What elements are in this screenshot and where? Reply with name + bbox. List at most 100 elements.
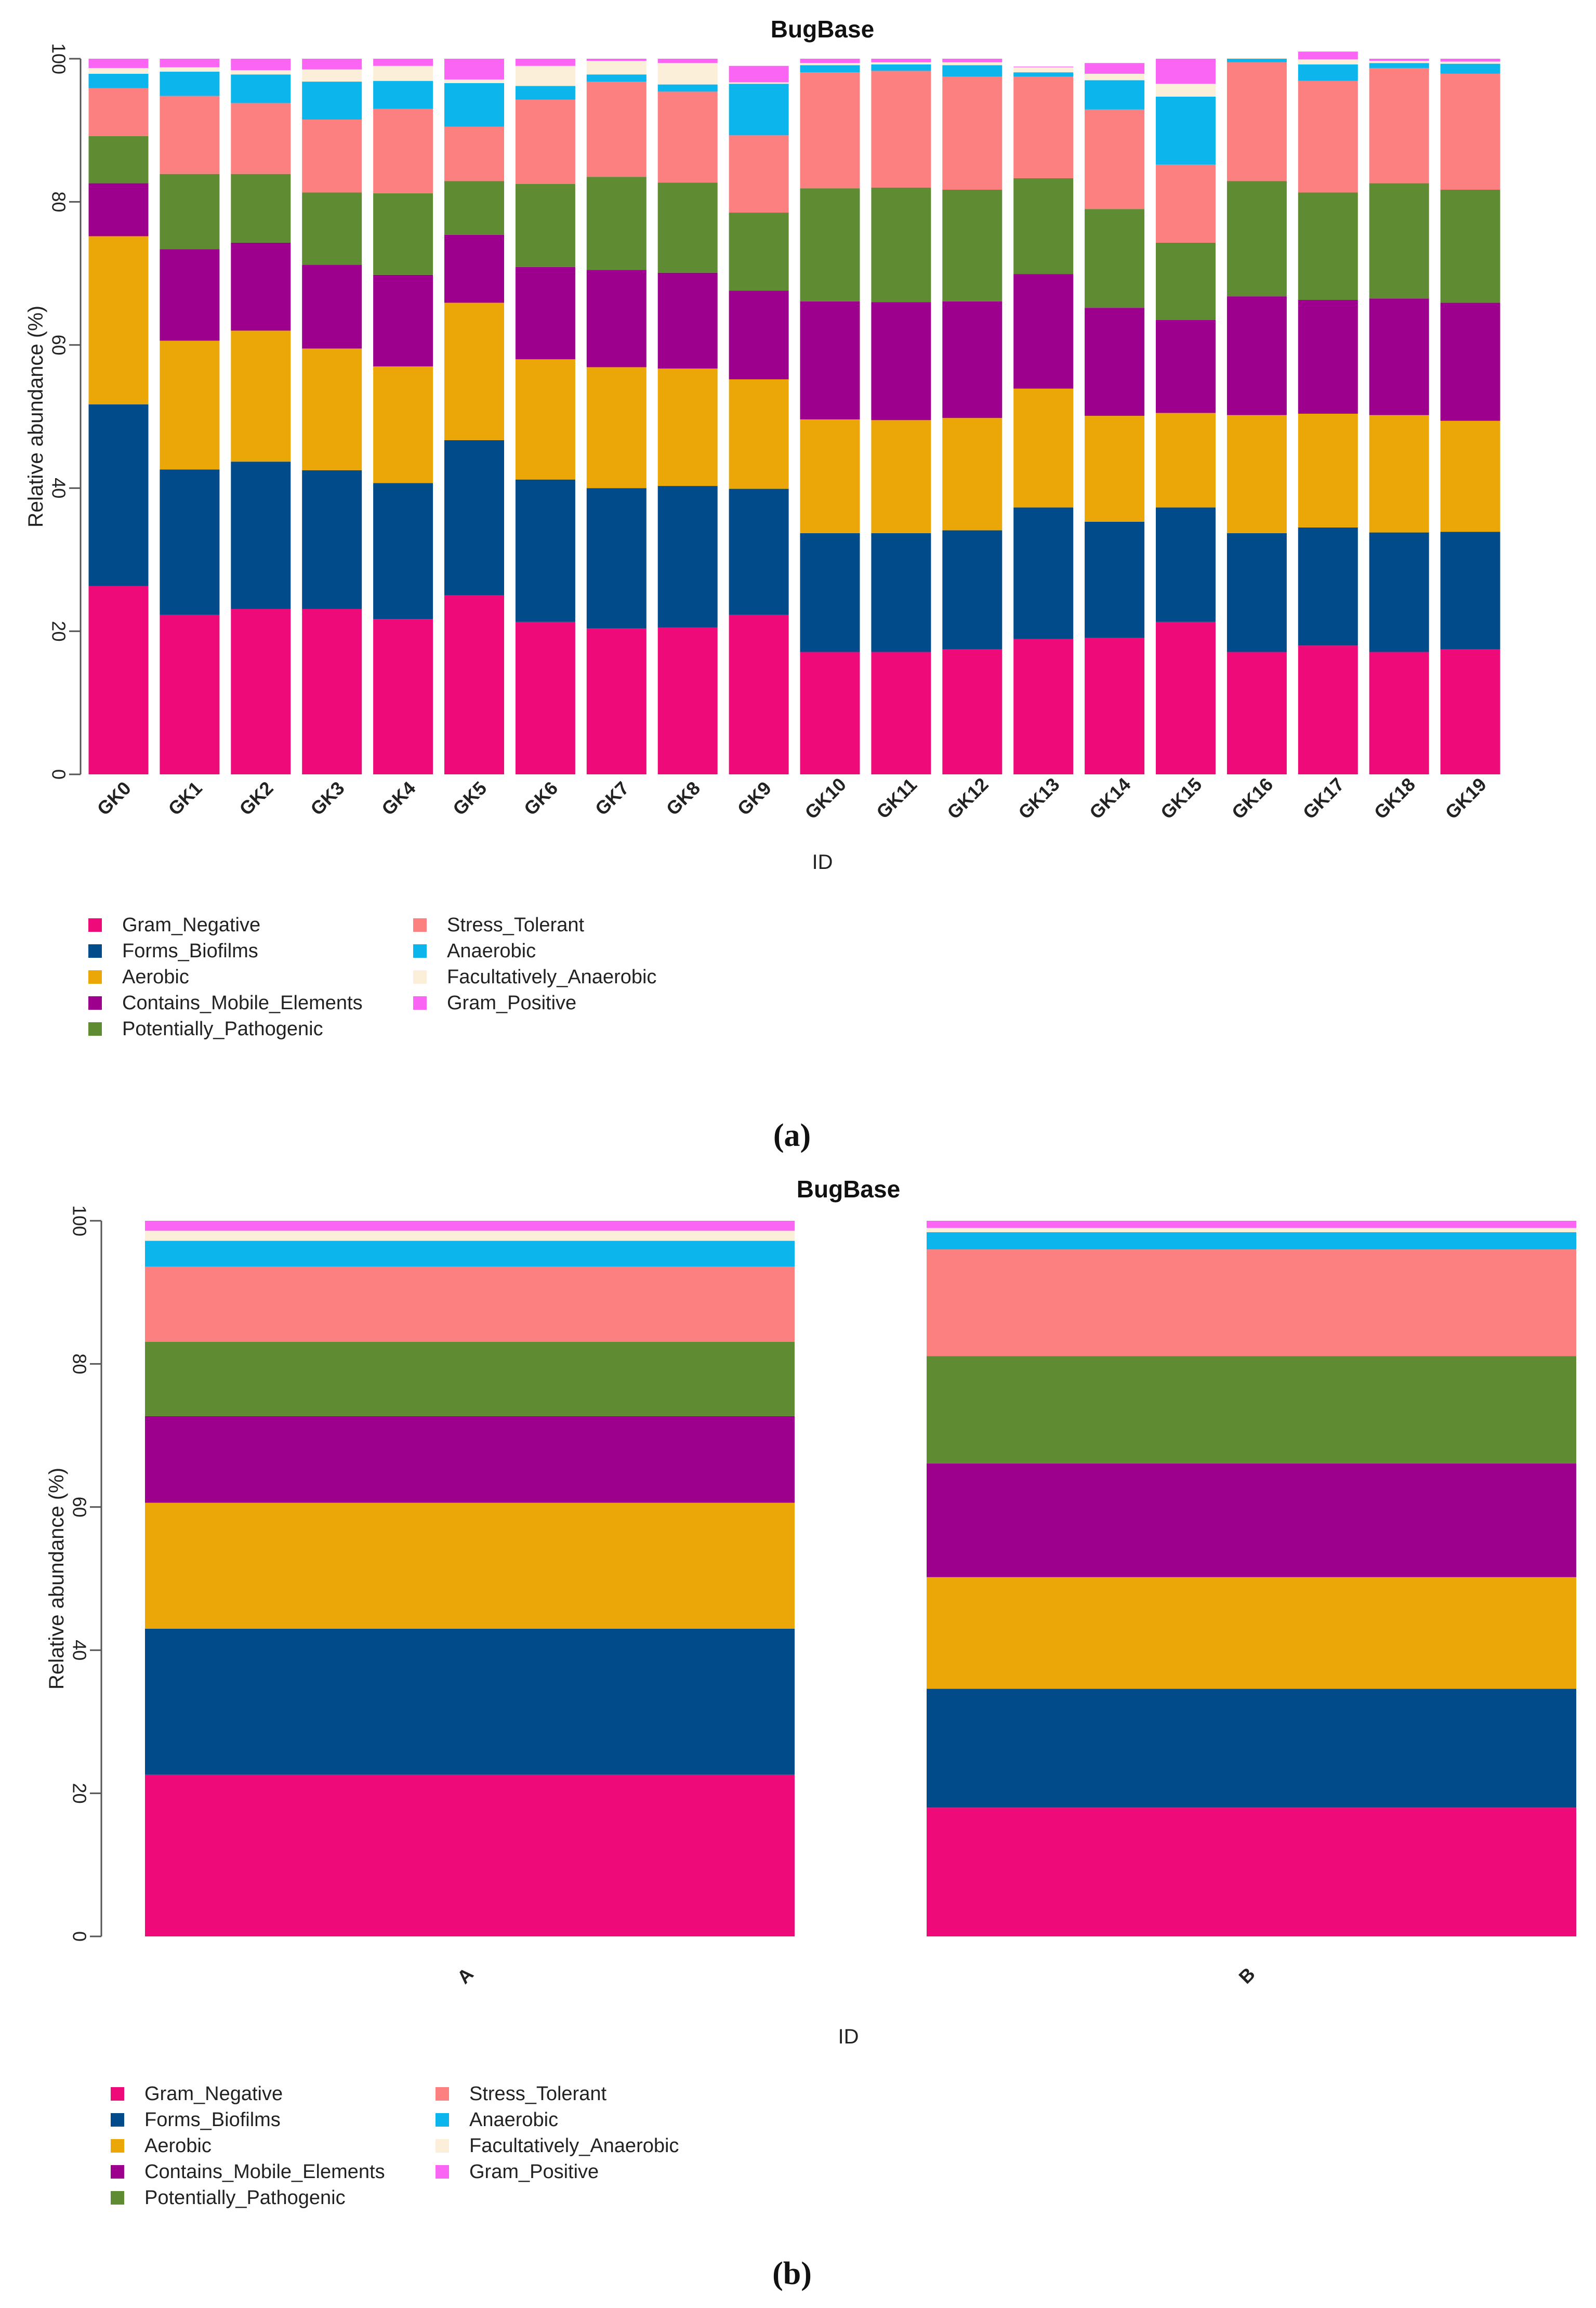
legend-swatch-Forms_Biofilms (111, 2113, 124, 2127)
bar-segment-A-Aerobic (145, 1502, 795, 1629)
y-tick-label: 100 (48, 43, 69, 74)
bar-segment-GK14-Stress_Tolerant (1085, 109, 1145, 209)
y-tick-label: 40 (69, 1640, 90, 1660)
bar-segment-GK5-Potentially_Pathogenic (444, 181, 504, 235)
bar-segment-GK2-Facultatively_Anaerobic (231, 70, 291, 75)
bar-segment-GK10-Gram_Negative (800, 652, 860, 774)
bar-segment-GK3-Anaerobic (302, 82, 362, 120)
bar-segment-B-Contains_Mobile_Elements (927, 1463, 1576, 1577)
bar-segment-GK1-Gram_Negative (160, 614, 220, 774)
y-tick-label: 60 (48, 335, 69, 355)
bar-segment-GK8-Stress_Tolerant (657, 91, 718, 183)
bar-segment-GK4-Anaerobic (373, 81, 433, 109)
bar-segment-GK2-Gram_Negative (231, 609, 291, 774)
legend-label: Potentially_Pathogenic (144, 2187, 346, 2209)
bar-segment-B-Gram_Negative (927, 1808, 1576, 1936)
bar-segment-GK6-Gram_Positive (515, 59, 575, 66)
bar-segment-GK5-Facultatively_Anaerobic (444, 79, 504, 83)
x-tick-label: GK15 (1156, 773, 1206, 823)
x-tick-label: GK4 (377, 777, 419, 819)
bar-segment-GK8-Gram_Positive (657, 59, 718, 63)
legend-swatch-Gram_Negative (111, 2087, 124, 2101)
legend-label: Stress_Tolerant (469, 2083, 606, 2105)
x-tick-label: GK13 (1014, 773, 1063, 823)
bar-segment-GK4-Gram_Negative (373, 619, 433, 774)
legend: Gram_Negative Forms_Biofilms Aerobic Contai… (88, 914, 656, 1040)
bar-segment-GK5-Aerobic (444, 302, 504, 440)
bar-segment-GK9-Anaerobic (729, 84, 789, 136)
x-tick-label: GK6 (520, 777, 562, 819)
legend-swatch-Gram_Positive (413, 996, 427, 1010)
x-axis-label: ID (812, 851, 833, 874)
bar-segment-GK8-Anaerobic (657, 84, 718, 92)
legend-swatch-Forms_Biofilms (88, 944, 102, 958)
bar-segment-GK9-Stress_Tolerant (729, 135, 789, 213)
bar-segment-GK19-Gram_Positive (1440, 59, 1500, 62)
legend-swatch-Contains_Mobile_Elements (88, 996, 102, 1010)
legend-label: Aerobic (122, 966, 189, 988)
bar-segment-B-Stress_Tolerant (927, 1249, 1576, 1356)
bar-segment-GK16-Gram_Negative (1226, 652, 1287, 774)
bar-segment-GK16-Contains_Mobile_Elements (1226, 296, 1287, 415)
bar-segment-GK0-Potentially_Pathogenic (88, 136, 149, 183)
bar-segment-GK9-Potentially_Pathogenic (729, 213, 789, 291)
bar-segment-GK7-Facultatively_Anaerobic (586, 61, 647, 75)
bar-segment-GK16-Forms_Biofilms (1226, 533, 1287, 652)
bar-segment-GK14-Gram_Negative (1085, 637, 1145, 774)
bar-segment-GK12-Contains_Mobile_Elements (942, 301, 1003, 418)
bar-segment-B-Potentially_Pathogenic (927, 1356, 1576, 1463)
bar-segment-GK7-Aerobic (586, 367, 647, 489)
bar-segment-GK1-Gram_Positive (160, 59, 220, 68)
bar-segment-GK10-Aerobic (800, 419, 860, 533)
x-tick-label: GK18 (1370, 773, 1419, 823)
legend-swatch-Potentially_Pathogenic (88, 1022, 102, 1036)
bar-segment-GK12-Aerobic (942, 418, 1003, 531)
bar-segment-GK4-Forms_Biofilms (373, 483, 433, 619)
legend-swatch-Gram_Positive (436, 2165, 449, 2179)
bar-segment-GK15-Gram_Positive (1156, 59, 1216, 84)
bar-segment-A-Anaerobic (145, 1241, 795, 1267)
bar-segment-GK7-Contains_Mobile_Elements (586, 270, 647, 367)
bar-segment-GK15-Potentially_Pathogenic (1156, 242, 1216, 320)
bar-segment-GK18-Potentially_Pathogenic (1369, 183, 1429, 299)
y-tick-label: 20 (69, 1783, 90, 1804)
legend-swatch-Aerobic (111, 2139, 124, 2153)
bar-segment-GK6-Aerobic (515, 359, 575, 480)
bar-segment-GK15-Forms_Biofilms (1156, 507, 1216, 622)
bar-segment-GK17-Anaerobic (1298, 64, 1358, 81)
bar-segment-GK9-Forms_Biofilms (729, 489, 789, 615)
bar-segment-GK19-Gram_Negative (1440, 649, 1500, 774)
bar-segment-GK2-Stress_Tolerant (231, 103, 291, 174)
bar-segment-A-Gram_Negative (145, 1774, 795, 1936)
bar-segment-GK19-Facultatively_Anaerobic (1440, 61, 1500, 64)
bar-segment-GK11-Gram_Positive (871, 59, 931, 62)
bar-segment-GK2-Contains_Mobile_Elements (231, 242, 291, 331)
bar-segment-GK0-Facultatively_Anaerobic (88, 68, 149, 74)
bar-segment-GK12-Anaerobic (942, 65, 1003, 77)
bar-segment-GK14-Gram_Positive (1085, 63, 1145, 74)
bar-segment-GK12-Stress_Tolerant (942, 76, 1003, 190)
panel-caption: (a) (773, 1118, 811, 1153)
bar-segment-GK19-Forms_Biofilms (1440, 532, 1500, 650)
bar-segment-GK3-Facultatively_Anaerobic (302, 69, 362, 82)
bar-segment-GK3-Stress_Tolerant (302, 120, 362, 193)
y-tick-label: 40 (48, 478, 69, 498)
bar-segment-A-Forms_Biofilms (145, 1628, 795, 1775)
bar-segment-GK10-Forms_Biofilms (800, 533, 860, 652)
x-tick-label: GK11 (872, 774, 921, 823)
bar-segment-GK5-Gram_Positive (444, 59, 504, 80)
bar-segment-GK2-Aerobic (231, 331, 291, 462)
bar-segment-GK8-Facultatively_Anaerobic (657, 63, 718, 85)
bar-segment-GK15-Gram_Negative (1156, 622, 1216, 774)
chart-title: BugBase (771, 16, 874, 43)
bar-segment-GK7-Anaerobic (586, 74, 647, 82)
bar-segment-GK16-Stress_Tolerant (1226, 62, 1287, 181)
bar-segment-GK4-Potentially_Pathogenic (373, 193, 433, 275)
bar-segment-GK1-Stress_Tolerant (160, 96, 220, 174)
bar-segment-GK11-Gram_Negative (871, 652, 931, 774)
bar-segment-GK3-Contains_Mobile_Elements (302, 265, 362, 349)
bar-segment-GK4-Stress_Tolerant (373, 109, 433, 193)
bar-segment-GK5-Gram_Negative (444, 595, 504, 774)
bar-segment-GK0-Stress_Tolerant (88, 88, 149, 136)
